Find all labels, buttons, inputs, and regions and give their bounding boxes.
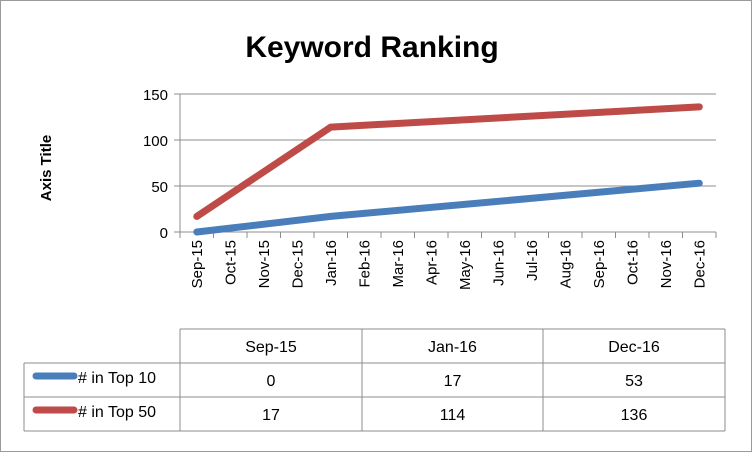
x-tick-label: May-16 <box>457 240 474 290</box>
y-tick-label: 50 <box>151 179 168 196</box>
x-tick-label: Nov-16 <box>658 240 675 288</box>
x-tick-label: Mar-16 <box>390 240 407 288</box>
series-line-top-50 <box>193 103 703 220</box>
gridlines <box>180 93 716 187</box>
table-row-label: # in Top 10 <box>78 370 156 387</box>
x-tick-label: Feb-16 <box>356 240 373 288</box>
y-tick-label: 150 <box>143 87 168 104</box>
data-table: Sep-15 Jan-16 Dec-16 # in Top 10 0 17 53 # in T… <box>23 328 726 432</box>
x-tick-label: Apr-16 <box>423 240 440 285</box>
table-value-cell: 17 <box>262 407 280 424</box>
y-tick-label: 0 <box>160 225 168 242</box>
x-tick-label: Aug-16 <box>557 240 574 288</box>
x-tick-label: Nov-15 <box>256 240 273 288</box>
y-axis-title: Axis Title <box>38 135 55 201</box>
x-tick-label: Sep-15 <box>189 240 206 288</box>
x-tick-label: Jun-16 <box>490 240 507 286</box>
x-tick-label: Oct-16 <box>624 240 641 285</box>
x-tick-label: Dec-16 <box>691 240 708 288</box>
x-tick-label: Dec-15 <box>289 240 306 288</box>
table-header-cell: Jan-16 <box>428 339 477 356</box>
x-tick-label: Jul-16 <box>524 240 541 281</box>
chart-title: Keyword Ranking <box>245 31 498 64</box>
table-value-cell: 136 <box>621 407 648 424</box>
series-line-top-10 <box>193 179 703 236</box>
axes: 0 50 100 150 Sep-15 Oct-15 Nov-15 Dec-15 Jan-16 F… <box>143 87 717 290</box>
table-header-cell: Dec-16 <box>608 339 660 356</box>
table-value-cell: 114 <box>440 407 466 424</box>
table-header-cell: Sep-15 <box>245 339 297 356</box>
x-tick-label: Oct-15 <box>222 240 239 285</box>
table-row-label: # in Top 50 <box>78 404 156 421</box>
table-value-cell: 17 <box>444 373 462 390</box>
x-tick-label: Sep-16 <box>591 240 608 288</box>
y-tick-label: 100 <box>143 133 168 150</box>
x-tick-label: Jan-16 <box>323 240 340 286</box>
table-value-cell: 53 <box>625 373 643 390</box>
table-value-cell: 0 <box>267 373 276 390</box>
series-lines <box>193 103 703 236</box>
